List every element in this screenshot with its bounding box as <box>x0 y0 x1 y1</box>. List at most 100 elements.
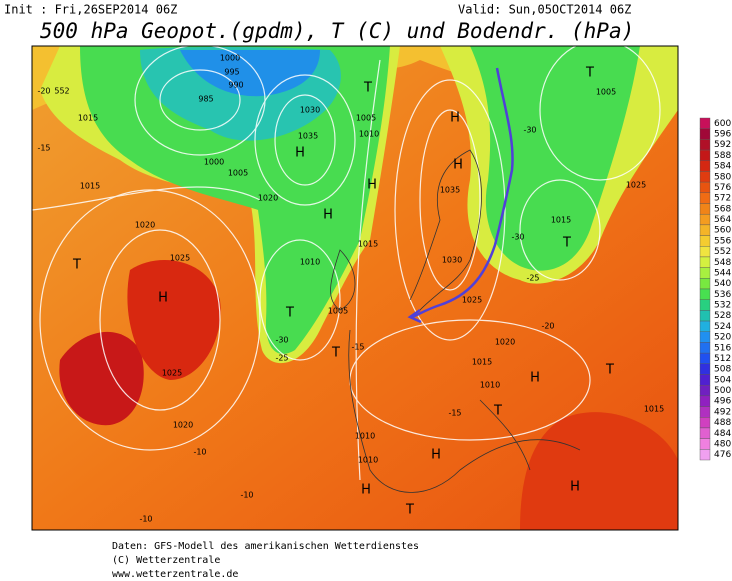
pressure-center: T <box>405 503 414 518</box>
colorbar-label: 568 <box>714 204 731 214</box>
pressure-center: H <box>450 111 460 126</box>
pressure-center: T <box>562 236 571 251</box>
colorbar-swatch <box>699 192 711 204</box>
contour-label: 1000 <box>204 158 224 167</box>
colorbar-label: 480 <box>714 439 731 449</box>
colorbar-label: 556 <box>714 236 731 246</box>
contour-label: 1015 <box>80 182 100 191</box>
contour-label: -30 <box>275 336 288 345</box>
colorbar-label: 584 <box>714 162 731 172</box>
contour-label: -10 <box>240 491 253 500</box>
pressure-center: H <box>323 208 333 223</box>
colorbar-swatch <box>699 213 711 226</box>
contour-label: 1015 <box>551 216 571 225</box>
green-region-east <box>470 46 640 271</box>
contour-label: 1000 <box>220 54 240 63</box>
contour-label: 995 <box>224 68 239 77</box>
pressure-center: H <box>361 483 371 498</box>
contour-label: 990 <box>228 81 243 90</box>
init-time: Init : Fri,26SEP2014 06Z <box>4 3 177 17</box>
colorbar: 6005965925885845805765725685645605565525… <box>699 117 731 461</box>
contour-label: 1005 <box>228 169 248 178</box>
contour-label: 1010 <box>480 381 500 390</box>
footer-source: Daten: GFS-Modell des amerikanischen Wet… <box>112 541 419 552</box>
contour-label: -10 <box>193 448 206 457</box>
pressure-center: H <box>570 480 580 495</box>
pressure-center: T <box>605 363 614 378</box>
contour-label: 1030 <box>442 256 462 265</box>
colorbar-swatch <box>699 149 711 161</box>
colorbar-label: 476 <box>714 450 731 460</box>
colorbar-swatch <box>699 235 711 247</box>
pressure-center: H <box>453 158 463 173</box>
colorbar-swatch <box>699 406 711 418</box>
colorbar-swatch <box>699 160 711 172</box>
colorbar-swatch <box>699 267 711 279</box>
colorbar-label: 500 <box>714 386 731 396</box>
pressure-center: T <box>331 346 340 361</box>
colorbar-swatch <box>699 449 711 461</box>
colorbar-swatch <box>699 352 711 365</box>
map-frame <box>31 45 679 531</box>
contour-label: 1015 <box>644 405 664 414</box>
colorbar-swatch <box>699 181 711 194</box>
contour-label: -15 <box>448 409 461 418</box>
contour-label: 1015 <box>78 114 98 123</box>
colorbar-label: 508 <box>714 365 731 375</box>
colorbar-label: 548 <box>714 258 731 268</box>
colorbar-label: 504 <box>714 375 731 385</box>
colorbar-swatch <box>699 139 711 151</box>
contour-label: 1010 <box>359 130 379 139</box>
map-title: 500 hPa Geopot.(gpdm), T (C) und Bodendr… <box>40 19 634 43</box>
map: H 1025 1025 T 1020 1020 1015 1015 H 1035 1030 T 1010… <box>31 39 678 530</box>
pressure-center: T <box>285 306 294 321</box>
contour-label: 1010 <box>355 432 375 441</box>
contour-label: -15 <box>351 343 364 352</box>
map-labels: H 1025 1025 T 1020 1020 1015 1015 H 1035 1030 T 1010… <box>37 54 664 524</box>
colorbar-label: 596 <box>714 130 731 140</box>
colorbar-label: 492 <box>714 407 731 417</box>
colorbar-swatch <box>699 417 711 429</box>
pressure-center: T <box>363 81 372 96</box>
colorbar-label: 564 <box>714 215 731 225</box>
colorbar-label: 580 <box>714 172 731 182</box>
valid-time: Valid: Sun,05OCT2014 06Z <box>458 3 631 17</box>
colorbar-swatch <box>699 342 711 354</box>
colorbar-label: 532 <box>714 301 731 311</box>
contour-label: 1035 <box>440 186 460 195</box>
contour-label: 1010 <box>300 258 320 267</box>
colorbar-label: 536 <box>714 290 731 300</box>
contour-label: -30 <box>523 126 536 135</box>
colorbar-label: 520 <box>714 333 731 343</box>
colorbar-label: 552 <box>714 247 731 257</box>
contour-label: 1020 <box>495 338 515 347</box>
coastlines <box>330 149 581 493</box>
colorbar-swatch <box>699 374 711 386</box>
colorbar-label: 524 <box>714 322 731 332</box>
contour-label: -30 <box>511 233 524 242</box>
contour-label: 1005 <box>356 114 376 123</box>
colorbar-label: 528 <box>714 311 731 321</box>
isobars <box>31 39 661 481</box>
contour-label: -20 <box>37 87 50 96</box>
red-region <box>59 331 144 426</box>
colorbar-label: 592 <box>714 140 731 150</box>
arrow <box>411 67 514 319</box>
contour-label: -25 <box>526 274 539 283</box>
contour-label: 1020 <box>173 421 193 430</box>
arrow-head <box>407 308 422 324</box>
pressure-center: H <box>530 371 540 386</box>
pressure-center: H <box>431 448 441 463</box>
contour-label: 1015 <box>358 240 378 249</box>
contour-label: 1025 <box>170 254 190 263</box>
colorbar-label: 484 <box>714 429 731 439</box>
footer-url: www.wetterzentrale.de <box>112 569 238 580</box>
colorbar-swatch <box>699 278 711 290</box>
blue-region <box>180 50 320 97</box>
contour-label: -10 <box>139 515 152 524</box>
colorbar-swatch <box>699 395 711 407</box>
colorbar-label: 516 <box>714 343 731 353</box>
colorbar-swatch <box>699 363 711 375</box>
contour-label: 1035 <box>298 132 318 141</box>
